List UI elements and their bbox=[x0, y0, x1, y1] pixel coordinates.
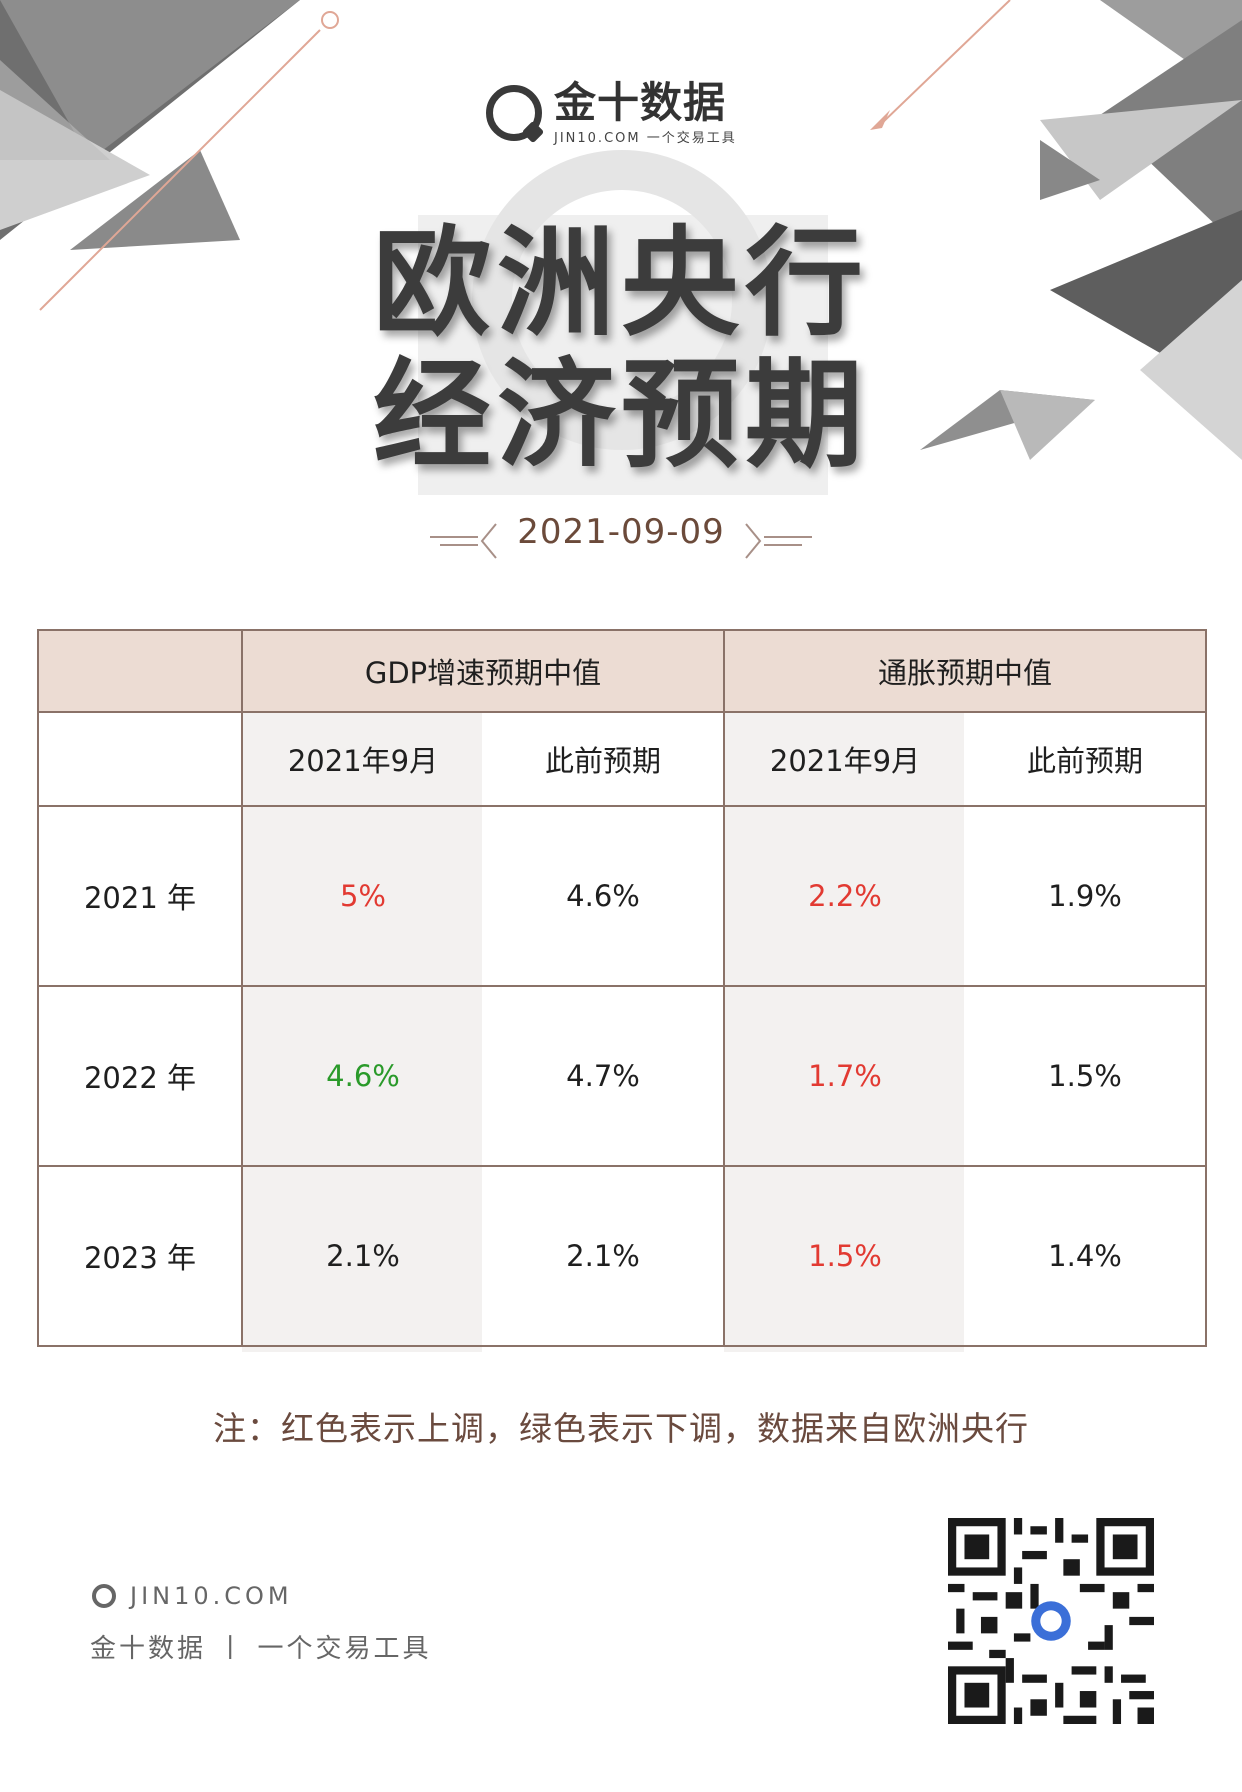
page-title-line1: 欧洲央行 bbox=[372, 214, 869, 352]
inflation-previous-cell: 1.9% bbox=[965, 805, 1208, 987]
footer-tagline: 金十数据 丨 一个交易工具 bbox=[90, 1634, 432, 1664]
table-group-header-row: GDP增速预期中值 通胀预期中值 bbox=[37, 629, 1208, 713]
sub-header-gdp-current: 2021年9月 bbox=[241, 711, 483, 807]
inflation-current-cell: 1.5% bbox=[723, 1165, 966, 1347]
table-sub-header-row: 2021年9月 此前预期 2021年9月 此前预期 bbox=[37, 711, 1208, 807]
table-row: 2021 年 5% 4.6% 2.2% 1.9% bbox=[37, 805, 1208, 987]
group-header-gdp: GDP增速预期中值 bbox=[240, 629, 726, 713]
brand-subtitle: JIN10.COM 一个交易工具 bbox=[554, 130, 737, 146]
inflation-current-cell: 2.2% bbox=[723, 805, 966, 987]
sub-header-gdp-previous: 此前预期 bbox=[483, 711, 726, 807]
gdp-current-cell: 5% bbox=[241, 805, 483, 987]
inflation-previous-cell: 1.4% bbox=[965, 1165, 1208, 1347]
sub-corner-cell bbox=[37, 711, 243, 807]
year-cell: 2023 年 bbox=[37, 1165, 243, 1347]
inflation-current-cell: 1.7% bbox=[723, 985, 966, 1167]
year-cell: 2022 年 bbox=[37, 985, 243, 1167]
logo-icon bbox=[92, 1584, 116, 1608]
corner-cell bbox=[37, 629, 243, 713]
sub-header-inflation-current: 2021年9月 bbox=[723, 711, 966, 807]
gdp-current-cell: 4.6% bbox=[241, 985, 483, 1167]
table-note: 注：红色表示上调，绿色表示下调，数据来自欧洲央行 bbox=[213, 1409, 1029, 1448]
gdp-previous-cell: 4.6% bbox=[483, 805, 726, 987]
footer-site-text: JIN10.COM bbox=[130, 1582, 293, 1610]
gdp-current-cell: 2.1% bbox=[241, 1165, 483, 1347]
date-row: 2021-09-09 bbox=[0, 512, 1242, 552]
table-row: 2022 年 4.6% 4.7% 1.7% 1.5% bbox=[37, 985, 1208, 1167]
footer-site[interactable]: JIN10.COM bbox=[92, 1582, 293, 1610]
gdp-previous-cell: 2.1% bbox=[483, 1165, 726, 1347]
year-cell: 2021 年 bbox=[37, 805, 243, 987]
page-title-line2: 经济预期 bbox=[372, 346, 869, 484]
gdp-previous-cell: 4.7% bbox=[483, 985, 726, 1167]
logo-icon bbox=[486, 85, 542, 141]
inflation-previous-cell: 1.5% bbox=[965, 985, 1208, 1167]
table-row: 2023 年 2.1% 2.1% 1.5% 1.4% bbox=[37, 1165, 1208, 1347]
forecast-table: GDP增速预期中值 通胀预期中值 2021年9月 此前预期 2021年9月 此前… bbox=[37, 629, 1208, 1347]
group-header-inflation: 通胀预期中值 bbox=[723, 629, 1208, 713]
brand-name: 金十数据 bbox=[554, 77, 727, 127]
report-date: 2021-09-09 bbox=[517, 512, 725, 552]
sub-header-inflation-previous: 此前预期 bbox=[965, 711, 1208, 807]
brand-logo: 金十数据 JIN10.COM 一个交易工具 bbox=[486, 78, 737, 148]
qr-code-icon[interactable] bbox=[948, 1518, 1154, 1724]
